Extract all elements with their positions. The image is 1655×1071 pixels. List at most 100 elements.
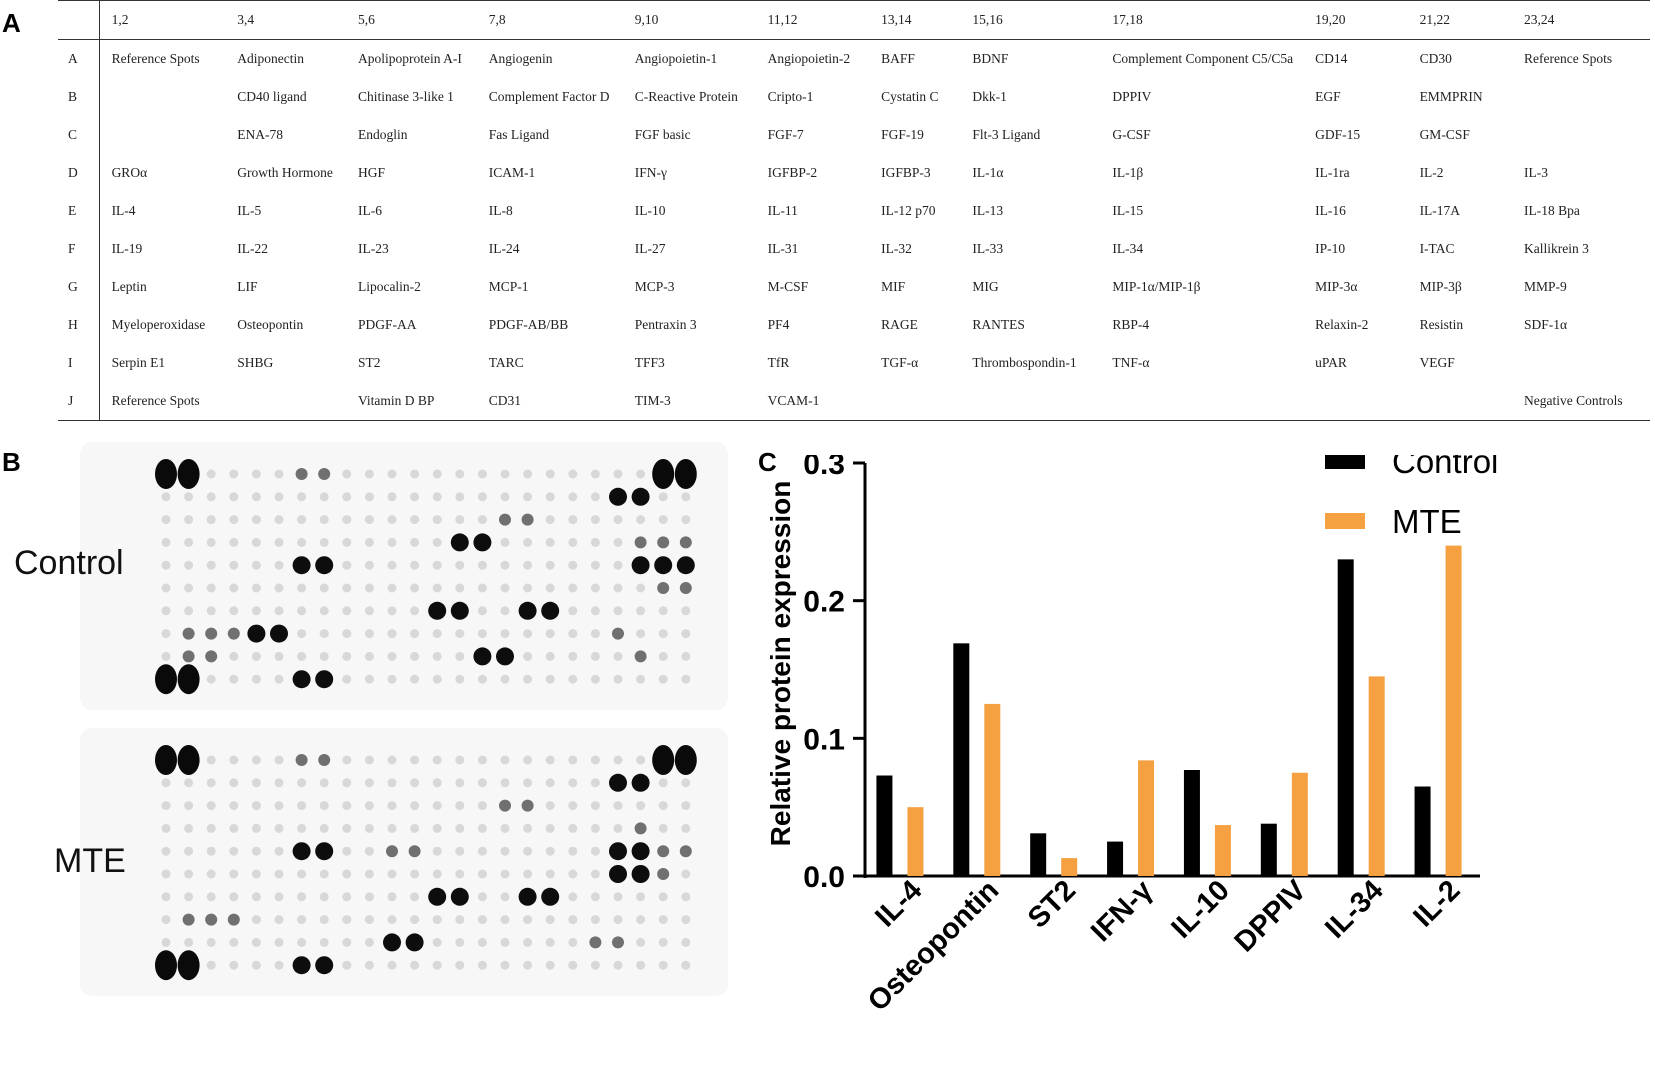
blot-spot [342,801,352,811]
blot-spot [455,674,465,684]
table-cell: IL-15 [1112,203,1144,218]
blot-spot [590,915,600,925]
table-cell: MMP-9 [1524,279,1567,294]
blot-spot [500,629,510,639]
blot-spot [613,469,623,479]
blot-spot [500,915,510,925]
table-row: J Reference Spots Vitamin D BP CD31 TIM-3 VCA… [58,382,1650,421]
blot-spot [477,846,487,856]
reference-spot [155,745,177,775]
blot-spot [387,823,397,833]
blot-spot [432,629,442,639]
table-cell: IL-18 Bpa [1524,203,1580,218]
blot-spot [364,846,374,856]
blot-spot [636,515,646,525]
blot-spot [161,892,171,902]
table-cell: FGF basic [634,127,691,142]
blot-spot [477,960,487,970]
blot-spot [410,892,420,902]
blot-spot [342,915,352,925]
blot-spot [410,560,420,570]
table-cell: IL-11 [767,203,798,218]
blot-spot [315,556,334,575]
blot-spot [342,937,352,947]
blot-spot [161,823,171,833]
blot-spot [545,469,555,479]
blot-spot [251,537,261,547]
blot-spot [473,533,492,552]
blot-spot [318,468,331,480]
table-cell: IL-1β [1112,165,1144,180]
blot-spot [631,487,650,506]
blot-spot [410,583,420,593]
blot-spot [229,583,239,593]
blot-spot [386,845,398,858]
blot-spot [636,629,646,639]
table-cell: IL-19 [111,241,143,256]
blot-spot [342,823,352,833]
blot-spot [342,869,352,879]
blot-spot [184,801,194,811]
control-bar [876,775,893,876]
blot-spot [500,778,510,788]
blot-spot [477,915,487,925]
blot-spot [613,651,623,661]
blot-spot [658,937,668,947]
blot-spot [631,842,650,861]
blot-spot [364,823,374,833]
reference-spot [155,664,177,695]
table-cell: Serpin E1 [111,355,166,370]
x-tick-label: ST2 [1022,874,1082,934]
blot-spot [658,915,668,925]
table-cell: M-CSF [767,279,809,294]
blot-spot [681,892,691,902]
blot-spot [274,469,284,479]
table-row: E IL-4 IL-5 IL-6 IL-8 IL-10 IL-11 IL-12 p70 IL-1… [58,192,1650,230]
blot-spot [613,560,623,570]
x-tick-label: IFN-γ [1085,874,1160,949]
blot-spot [679,845,692,858]
blot-spot [364,583,374,593]
table-cell: Lipocalin-2 [357,279,421,294]
blot-spot [405,933,424,952]
blot-spot [364,915,374,925]
blot-spot [161,778,171,788]
blot-spot [613,892,623,902]
blot-spot [631,865,650,883]
blot-spot [590,469,600,479]
blot-spot [681,869,691,879]
blot-spot [387,778,397,788]
blot-spot [274,674,284,684]
blot-spot [387,755,397,765]
blot-spot [292,956,311,975]
blot-spot [477,606,487,616]
blot-spot [613,537,623,547]
table-cell: Dkk-1 [972,89,1007,104]
table-cell: IGFBP-3 [881,165,931,180]
table-cell: EGF [1315,89,1341,104]
blot-spot [523,651,533,661]
table-cell: IL-27 [634,241,666,256]
table-row-label: E [58,192,100,230]
blot-spot [500,606,510,616]
table-cell [960,382,1100,421]
table-cell [99,78,225,116]
legend-swatch-mte [1325,513,1365,529]
blot-spot [477,674,487,684]
blot-spot [410,629,420,639]
blot-spot [206,560,216,570]
y-tick-label: 0.3 [803,455,845,481]
table-row-label: G [58,268,100,306]
table-cell: IL-23 [357,241,389,256]
table-cell: TFF3 [634,355,665,370]
table-cell: Reference Spots [111,51,200,66]
blot-spot [545,937,555,947]
table-cell [869,382,960,421]
blot-spot [545,960,555,970]
blot-spot [634,536,647,549]
control-blot-image [80,442,728,710]
blot-spot [270,624,288,643]
blot-spot [523,823,533,833]
blot-spot [251,755,261,765]
blot-spot [251,515,261,525]
